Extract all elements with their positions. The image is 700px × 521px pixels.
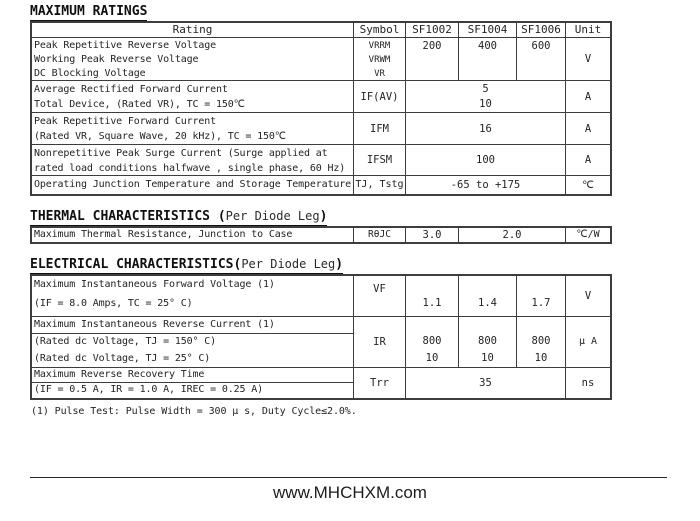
value-ir-25c: 10: [481, 352, 494, 364]
rating-line: (Rated dc Voltage, TJ = 150° C): [34, 336, 216, 347]
value-ir-150c: 800: [422, 335, 442, 347]
footer-divider: [30, 477, 667, 478]
thermal-title-end: ): [319, 209, 328, 224]
rating-line: Peak Repetitive Reverse Voltage: [34, 40, 216, 51]
rating-line: (Rated VR, Square Wave, 20 kHz), TC = 15…: [34, 131, 286, 142]
value-ir-sf1002: 800 10: [406, 317, 459, 368]
value-ir-150c: 800: [531, 335, 551, 347]
value-ir-sf1004: 800 10: [459, 317, 517, 368]
value-ir-25c: 10: [425, 352, 439, 364]
thermal-value-sf1002: 3.0: [406, 228, 459, 242]
value-vf-sf1006: 1.7: [517, 276, 566, 317]
value-cell-trr: 35: [406, 368, 566, 398]
symbol-cell-vrrm: VRRM VRWM VR: [354, 38, 406, 81]
symbol-vr: VR: [374, 68, 385, 79]
rating-line: Maximum Instantaneous Forward Voltage (1…: [34, 279, 275, 290]
unit-cell-ifm: A: [566, 113, 610, 145]
rating-line: Average Rectified Forward Current: [34, 84, 228, 95]
rating-cell-tj: Operating Junction Temperature and Stora…: [32, 176, 354, 194]
value-vf-sf1004: 1.4: [459, 276, 517, 317]
thermal-table: Maximum Thermal Resistance, Junction to …: [30, 226, 612, 244]
thermal-unit-cell: ℃/W: [576, 229, 600, 240]
rating-line: Nonrepetitive Peak Surge Current (Surge …: [34, 148, 328, 159]
rating-cell-ifm: Peak Repetitive Forward Current (Rated V…: [32, 113, 354, 145]
rating-line: (IF = 8.0 Amps, TC = 25° C): [34, 298, 193, 309]
thermal-title-sub: Per Diode Leg: [225, 209, 320, 223]
rating-line: Total Device, (Rated VR), TC = 150℃: [34, 99, 245, 110]
footer-url: www.MHCHXM.com: [273, 483, 427, 502]
rating-cell-vf: Maximum Instantaneous Forward Voltage (1…: [32, 276, 354, 317]
header-unit: Unit: [566, 23, 610, 38]
rating-line: Maximum Instantaneous Reverse Current (1…: [32, 317, 353, 334]
value-cell-tj: -65 to +175: [406, 176, 566, 194]
value-cell-sf1002-voltage: 200: [406, 38, 459, 81]
rating-line: Working Peak Reverse Voltage: [34, 54, 199, 65]
value-vf-sf1002: 1.1: [406, 276, 459, 317]
value-cell-sf1004-voltage: 400: [459, 38, 517, 81]
rating-line: Operating Junction Temperature and Stora…: [34, 179, 352, 190]
value-ir-150c: 800: [478, 335, 497, 347]
max-ratings-table: Rating Symbol SF1002 SF1004 SF1006 Unit …: [30, 21, 612, 196]
header-sf1006: SF1006: [517, 23, 566, 38]
symbol-cell-vf: VF: [354, 276, 406, 317]
electrical-title: ELECTRICAL CHARACTERISTICS(Per Diode Leg…: [30, 257, 344, 274]
rating-cell-trr: Maximum Reverse Recovery Time (IF = 0.5 …: [32, 368, 354, 398]
header-rating: Rating: [32, 23, 354, 38]
electrical-title-end: ): [335, 257, 344, 272]
unit-cell-ifsm: A: [566, 145, 610, 176]
rating-cell-ifav: Average Rectified Forward Current Total …: [32, 81, 354, 113]
header-sf1002: SF1002: [406, 23, 459, 38]
rating-cell-ir: Maximum Instantaneous Reverse Current (1…: [32, 317, 354, 368]
unit-cell-trr: ns: [581, 377, 595, 389]
header-sf1004: SF1004: [459, 23, 517, 38]
rating-cell-reverse-voltage: Peak Repetitive Reverse Voltage Working …: [32, 38, 354, 81]
unit-cell-tj: ℃: [582, 179, 594, 191]
unit-cell-ir: μ A: [566, 317, 610, 368]
value-cell-ifsm: 100: [406, 145, 566, 176]
symbol-cell-ifm: IFM: [354, 113, 406, 145]
value-ifav-5: 5: [482, 82, 489, 95]
rating-line: Maximum Reverse Recovery Time: [32, 368, 353, 383]
value-ir-25c: 10: [534, 352, 548, 364]
unit-cell-vf: V: [566, 276, 610, 317]
unit-cell-ifav: A: [566, 81, 610, 113]
thermal-title-main: THERMAL CHARACTERISTICS (: [30, 209, 226, 224]
pulse-test-footnote: (1) Pulse Test: Pulse Width = 300 μ s, D…: [31, 406, 357, 417]
rating-cell-ifsm: Nonrepetitive Peak Surge Current (Surge …: [32, 145, 354, 176]
electrical-table: Maximum Instantaneous Forward Voltage (1…: [30, 274, 612, 400]
unit-cell-voltage: V: [566, 38, 610, 81]
symbol-cell-ifsm: IFSM: [354, 145, 406, 176]
value-cell-ifav: 5 10: [406, 81, 566, 113]
rating-line: (Rated dc Voltage, TJ = 25° C): [34, 352, 211, 364]
symbol-cell-trr: Trr: [354, 368, 406, 398]
value-ifav-10: 10: [479, 97, 492, 110]
thermal-label: Maximum Thermal Resistance, Junction to …: [34, 229, 293, 240]
header-symbol: Symbol: [354, 23, 406, 38]
thermal-symbol-cell: RθJC: [354, 228, 406, 242]
max-ratings-title: MAXIMUM RATINGS: [30, 4, 148, 21]
max-ratings-title-text: MAXIMUM RATINGS: [30, 4, 148, 19]
value-ir-sf1006: 800 10: [517, 317, 566, 368]
symbol-cell-ifav: IF(AV): [354, 81, 406, 113]
thermal-label-cell: Maximum Thermal Resistance, Junction to …: [32, 228, 354, 242]
rating-line: (IF = 0.5 A, IR = 1.0 A, IREC = 0.25 A): [34, 384, 263, 395]
thermal-title: THERMAL CHARACTERISTICS (Per Diode Leg): [30, 209, 328, 226]
symbol-cell-ir: IR: [354, 317, 406, 368]
thermal-value-sf1004-sf1006: 2.0: [459, 228, 566, 242]
symbol-cell-tj: TJ, Tstg: [354, 176, 406, 194]
rating-line: DC Blocking Voltage: [34, 68, 146, 79]
value-cell-sf1006-voltage: 600: [517, 38, 566, 81]
electrical-title-sub: Per Diode Leg: [241, 257, 336, 271]
value-cell-ifm: 16: [406, 113, 566, 145]
symbol-vrrm: VRRM: [368, 40, 391, 51]
electrical-title-main: ELECTRICAL CHARACTERISTICS(: [30, 257, 242, 272]
rating-line: rated load conditions halfwave , single …: [34, 163, 346, 174]
symbol-vrwm: VRWM: [368, 54, 391, 65]
rating-line: Peak Repetitive Forward Current: [34, 116, 216, 127]
